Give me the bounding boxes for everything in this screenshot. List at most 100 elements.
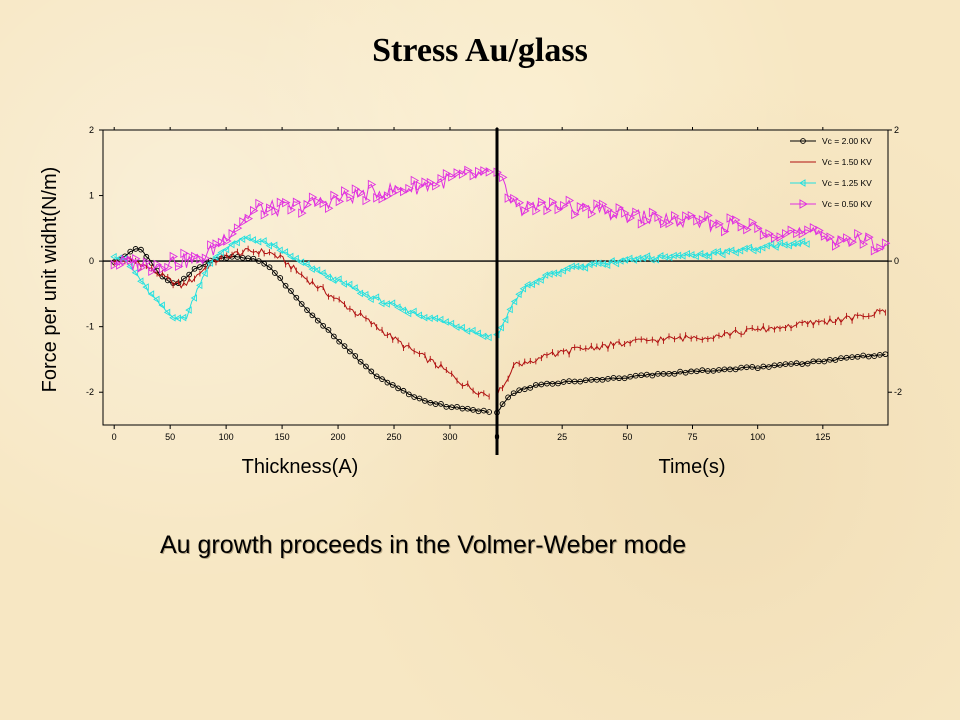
left-x-tick-label: 200 — [331, 432, 346, 442]
right-point — [566, 378, 572, 384]
right-point — [501, 315, 509, 324]
left-point — [142, 283, 149, 291]
right-point — [665, 218, 674, 229]
left-point — [384, 379, 391, 386]
left-point — [454, 403, 460, 410]
right-point — [637, 218, 647, 229]
right-point — [821, 358, 828, 365]
right-point — [532, 382, 539, 388]
left-point — [304, 307, 310, 313]
left-point — [367, 179, 377, 190]
left-point — [405, 391, 412, 398]
right-point — [688, 368, 695, 375]
left-point — [110, 259, 120, 270]
right-point — [770, 233, 780, 243]
right-point — [848, 237, 858, 247]
left-y-tick-label: -2 — [86, 387, 94, 397]
left-point — [464, 165, 473, 176]
left-point — [422, 398, 428, 404]
right-point — [865, 232, 874, 242]
right-point — [515, 198, 525, 208]
right-point — [754, 365, 761, 372]
right-point — [743, 364, 750, 371]
left-point — [281, 248, 289, 256]
left-point — [437, 174, 446, 184]
right-point — [621, 208, 630, 218]
left-point — [427, 399, 434, 406]
left-point — [164, 262, 173, 273]
legend-entry: Vc = 0.50 KV — [822, 199, 872, 209]
left-point — [404, 309, 412, 318]
left-point — [169, 313, 176, 322]
left-point — [363, 363, 369, 370]
right-point — [804, 225, 813, 235]
right-point — [654, 212, 663, 223]
right-point — [803, 240, 810, 248]
right-point — [782, 361, 789, 367]
right-point — [599, 260, 606, 268]
right-point — [632, 207, 641, 218]
left-point — [410, 175, 420, 186]
right-point — [693, 368, 700, 375]
right-y-tick-label: 2 — [894, 125, 899, 135]
right-point — [652, 255, 659, 264]
left-point — [308, 192, 318, 203]
right-series-3 — [493, 167, 891, 256]
right-point — [537, 197, 547, 207]
right-point — [704, 210, 713, 221]
right-point — [549, 381, 556, 387]
right-series-1 — [496, 308, 886, 400]
left-point — [389, 382, 396, 388]
left-point — [265, 241, 272, 250]
left-point — [245, 255, 251, 262]
legend-swatch-marker — [799, 179, 806, 187]
left-point — [351, 184, 361, 194]
left-point — [469, 170, 479, 181]
right-point — [882, 351, 889, 358]
right-point — [716, 367, 722, 373]
right-point — [621, 375, 628, 382]
right-point — [738, 364, 744, 371]
left-point — [400, 387, 407, 394]
right-point — [682, 369, 689, 376]
right-point — [671, 211, 680, 221]
right-point — [719, 250, 726, 259]
right-point — [809, 223, 819, 233]
left-point — [479, 332, 487, 341]
left-point — [357, 188, 366, 198]
right-point — [519, 284, 527, 293]
right-point — [615, 203, 624, 213]
left-point — [421, 177, 430, 187]
left-series-0 — [111, 246, 493, 415]
left-point — [147, 290, 155, 298]
right-series-line — [496, 172, 886, 252]
right-point — [538, 381, 545, 388]
right-point — [843, 354, 850, 361]
left-point — [297, 258, 305, 267]
left-y-tick-label: 2 — [89, 125, 94, 135]
left-point — [314, 317, 321, 324]
right-point — [683, 249, 690, 258]
right-point — [616, 375, 622, 382]
right-point — [799, 361, 806, 367]
left-point — [303, 199, 312, 210]
left-point — [282, 282, 289, 289]
right-point — [626, 254, 633, 263]
left-point — [260, 209, 270, 220]
right-point — [754, 223, 763, 234]
right-point — [537, 276, 544, 284]
right-point — [639, 254, 646, 262]
right-point — [692, 252, 699, 261]
left-point — [314, 197, 323, 207]
right-point — [643, 215, 652, 226]
left-x-tick-label: 300 — [442, 432, 457, 442]
left-point — [287, 205, 296, 215]
left-point — [288, 288, 294, 294]
left-point — [217, 237, 227, 248]
left-point — [474, 329, 481, 338]
left-point — [426, 177, 436, 188]
left-point — [330, 190, 339, 201]
left-y-tick-label: 1 — [89, 191, 94, 201]
right-point — [608, 257, 615, 265]
